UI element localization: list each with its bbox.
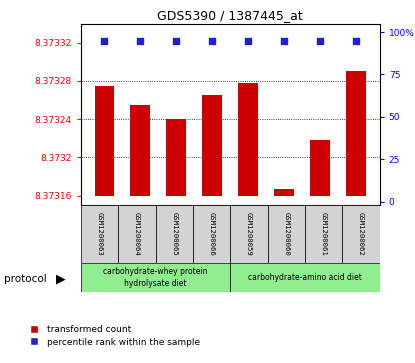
Bar xyxy=(347,72,366,196)
Legend: transformed count, percentile rank within the sample: transformed count, percentile rank withi… xyxy=(25,325,200,347)
Bar xyxy=(118,205,156,263)
Bar xyxy=(193,205,230,263)
Point xyxy=(101,38,108,44)
Point xyxy=(353,38,359,44)
Text: GSM1200062: GSM1200062 xyxy=(358,212,364,256)
Bar xyxy=(166,119,186,196)
Bar xyxy=(342,205,380,263)
Title: GDS5390 / 1387445_at: GDS5390 / 1387445_at xyxy=(157,9,303,23)
Text: GSM1200066: GSM1200066 xyxy=(209,212,215,256)
Bar xyxy=(203,95,222,196)
Bar xyxy=(239,83,258,196)
Text: GSM1200063: GSM1200063 xyxy=(97,212,103,256)
Bar xyxy=(230,263,380,292)
Text: GSM1200065: GSM1200065 xyxy=(171,212,177,256)
Bar xyxy=(156,205,193,263)
Text: ▶: ▶ xyxy=(56,272,66,285)
Bar xyxy=(268,205,305,263)
Bar xyxy=(310,140,330,196)
Text: GSM1200061: GSM1200061 xyxy=(321,212,327,256)
Text: carbohydrate-whey protein
hydrolysate diet: carbohydrate-whey protein hydrolysate di… xyxy=(103,267,208,288)
Point xyxy=(173,38,180,44)
Point xyxy=(245,38,251,44)
Bar xyxy=(81,263,230,292)
Bar xyxy=(95,86,114,196)
Text: protocol: protocol xyxy=(4,274,47,284)
Text: GSM1200064: GSM1200064 xyxy=(134,212,140,256)
Bar xyxy=(274,189,294,196)
Point xyxy=(317,38,324,44)
Bar xyxy=(81,205,118,263)
Text: GSM1200060: GSM1200060 xyxy=(283,212,289,256)
Bar xyxy=(130,105,150,196)
Bar xyxy=(305,205,342,263)
Bar xyxy=(230,205,268,263)
Point xyxy=(137,38,144,44)
Point xyxy=(209,38,216,44)
Point xyxy=(281,38,288,44)
Text: carbohydrate-amino acid diet: carbohydrate-amino acid diet xyxy=(248,273,362,282)
Text: GSM1200059: GSM1200059 xyxy=(246,212,252,256)
